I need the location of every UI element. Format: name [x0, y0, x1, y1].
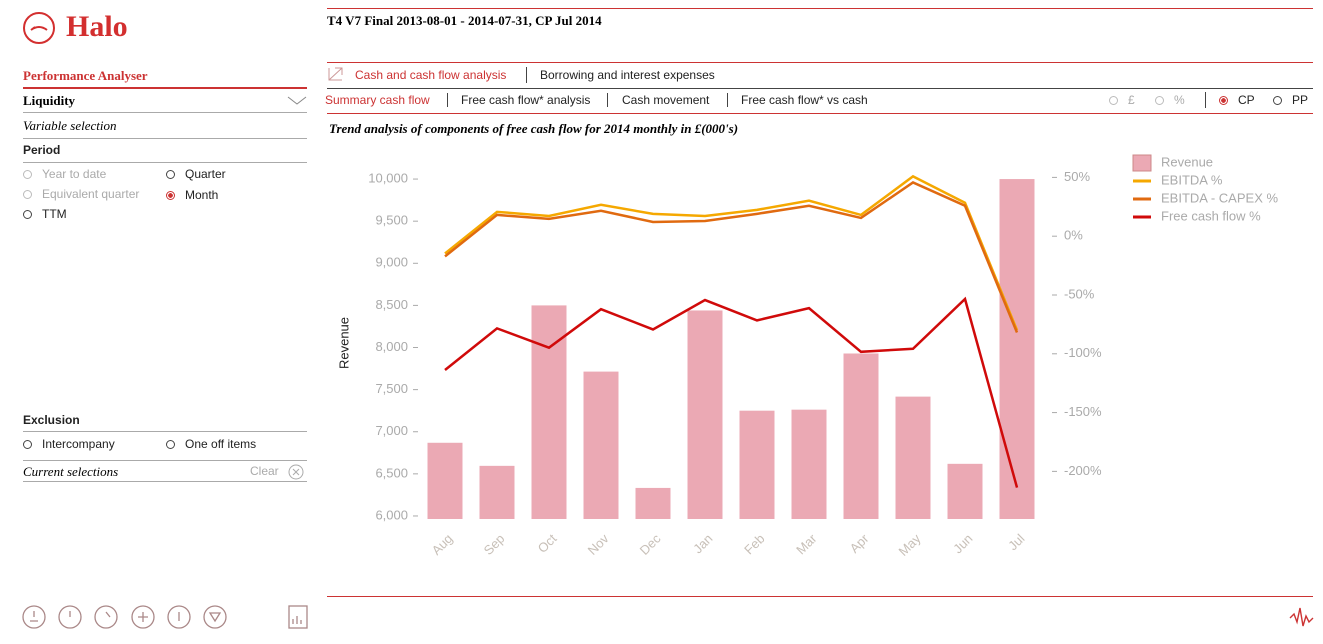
link-icon	[328, 67, 343, 81]
tab[interactable]: Borrowing and interest expenses	[540, 68, 715, 82]
logo-icon	[23, 12, 55, 44]
y-tick-label: 7,000	[375, 423, 408, 438]
y-tick-label: 6,000	[375, 507, 408, 522]
bar	[791, 409, 827, 519]
sep	[526, 67, 527, 83]
bar	[687, 310, 723, 519]
bar	[583, 371, 619, 519]
bar	[843, 353, 879, 519]
x-tick-label: Jun	[950, 531, 975, 556]
rule	[327, 596, 1313, 597]
bar	[947, 463, 983, 519]
bar	[999, 179, 1035, 519]
x-tick-label: Jan	[690, 531, 715, 556]
y-tick-label: 8,500	[375, 297, 408, 312]
y-tick-label: 8,000	[375, 339, 408, 354]
legend-label: EBITDA - CAPEX %	[1161, 190, 1278, 205]
x-tick-label: Nov	[585, 531, 612, 558]
bar	[531, 305, 567, 519]
x-tick-label: Oct	[535, 531, 560, 556]
y2-tick-label: 50%	[1064, 169, 1090, 184]
legend-label: EBITDA %	[1161, 172, 1223, 187]
rule	[327, 88, 1313, 89]
x-tick-label: Mar	[793, 530, 820, 557]
y-tick-label: 9,500	[375, 213, 408, 228]
rule	[327, 8, 1313, 9]
y-axis-label: Revenue	[336, 317, 351, 369]
bar	[895, 396, 931, 519]
subtab[interactable]: Free cash flow* analysis	[447, 93, 590, 107]
x-tick-label: Sep	[481, 531, 508, 558]
legend-label: Revenue	[1161, 154, 1213, 169]
y-tick-label: 7,500	[375, 381, 408, 396]
legend-label: Free cash flow %	[1161, 208, 1261, 223]
exclusion-label: Exclusion	[23, 413, 307, 432]
tab-active[interactable]: Cash and cash flow analysis	[355, 68, 507, 82]
line	[444, 181, 1019, 333]
y2-tick-label: 0%	[1064, 228, 1083, 243]
rule	[327, 113, 1313, 114]
subtab[interactable]: Free cash flow* vs cash	[727, 93, 868, 107]
bar	[479, 465, 515, 519]
x-tick-label: Feb	[741, 531, 767, 557]
y2-tick-label: -100%	[1064, 345, 1102, 360]
clear-button[interactable]: Clear	[250, 464, 279, 478]
y2-tick-label: -200%	[1064, 463, 1102, 478]
variable-selection[interactable]: Variable selection	[23, 118, 307, 139]
radio[interactable]: TTM	[23, 207, 67, 221]
radio[interactable]: Month	[166, 188, 218, 202]
toggle[interactable]: CP	[1219, 93, 1255, 107]
toolbar	[22, 605, 308, 629]
x-tick-label: Apr	[847, 530, 872, 555]
y-tick-label: 10,000	[368, 170, 408, 185]
toggle[interactable]: £	[1109, 93, 1135, 107]
radio[interactable]: One off items	[166, 437, 256, 451]
radio[interactable]: Quarter	[166, 167, 226, 181]
subtab-active[interactable]: Summary cash flow	[325, 93, 430, 107]
x-tick-label: Jul	[1005, 531, 1027, 553]
subtab[interactable]: Cash movement	[607, 93, 709, 107]
legend-swatch	[1132, 154, 1152, 172]
y-tick-label: 9,000	[375, 255, 408, 270]
radio[interactable]: Equivalent quarter	[23, 187, 139, 201]
y-tick-label: 6,500	[375, 465, 408, 480]
report-title: T4 V7 Final 2013-08-01 - 2014-07-31, CP …	[327, 13, 602, 28]
chart: 6,000 6,500 7,000 7,500 8,000 8,500 9,000 9,500…	[336, 154, 1278, 559]
dropdown[interactable]: Liquidity	[23, 93, 307, 113]
toggle[interactable]: %	[1155, 93, 1185, 107]
bar	[635, 487, 671, 519]
line	[444, 296, 1019, 488]
bar	[739, 410, 775, 519]
toggle[interactable]: PP	[1273, 93, 1308, 107]
x-tick-label: Dec	[637, 531, 664, 558]
sep	[1205, 92, 1206, 108]
current-selections: Current selections	[23, 460, 307, 482]
section: Performance Analyser	[23, 68, 307, 89]
logo: Halo	[66, 10, 128, 43]
y2-tick-label: -50%	[1064, 286, 1095, 301]
x-tick-label: May	[896, 531, 924, 559]
period-label: Period	[23, 143, 307, 163]
chart-title: Trend analysis of components of free cas…	[329, 121, 739, 136]
chevron	[287, 96, 307, 105]
bar	[427, 442, 463, 519]
y2-tick-label: -150%	[1064, 404, 1102, 419]
radio[interactable]: Year to date	[23, 167, 106, 181]
radio[interactable]: Intercompany	[23, 437, 115, 451]
brand-icon	[1289, 607, 1314, 627]
rule	[327, 62, 1313, 63]
x-tick-label: Aug	[429, 531, 456, 558]
line	[444, 174, 1019, 331]
clear-icon[interactable]	[288, 464, 304, 480]
